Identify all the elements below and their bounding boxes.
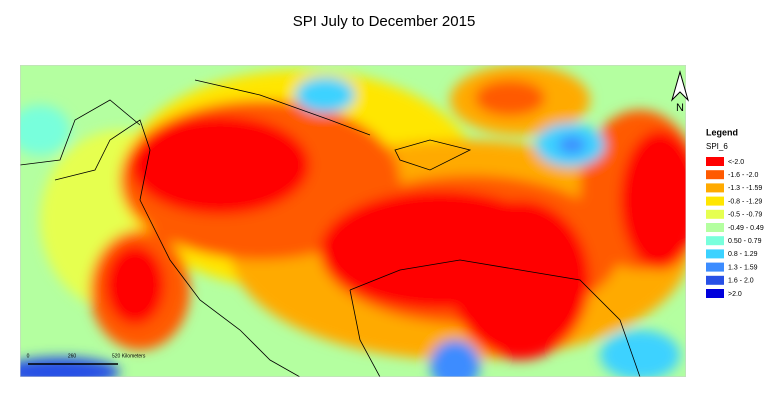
scale-label: 260	[68, 353, 77, 359]
legend-label: 1.3 - 1.59	[728, 264, 758, 271]
legend-swatch	[706, 196, 724, 206]
scale-bar: 0 260 520 Kilometers	[27, 353, 146, 365]
legend-heading: Legend	[706, 127, 738, 137]
map-title: SPI July to December 2015	[293, 13, 476, 30]
scale-label: 0	[27, 353, 30, 359]
legend-label: -0.5 - -0.79	[728, 212, 762, 219]
legend-label: >2.0	[728, 291, 742, 298]
legend-swatch	[706, 157, 724, 166]
legend-swatch	[706, 209, 724, 219]
legend-label: 0.50 - 0.79	[728, 238, 762, 245]
north-arrow: N	[670, 70, 690, 114]
spi-surface	[20, 65, 686, 377]
legend-swatch	[706, 289, 724, 298]
legend-swatch	[706, 275, 724, 285]
legend: Legend SPI_6 <-2.0 -1.6 - -2.0 -1.3 - -1.5…	[706, 127, 764, 298]
legend-label: -0.8 - -1.29	[728, 198, 762, 205]
legend-label: -1.6 - -2.0	[728, 172, 758, 179]
scale-label: 520 Kilometers	[112, 353, 146, 359]
legend-label: 0.8 - 1.29	[728, 251, 758, 258]
legend-label: 1.6 - 2.0	[728, 278, 754, 285]
legend-swatch	[706, 223, 724, 232]
legend-swatch	[706, 183, 724, 193]
legend-swatch	[706, 249, 724, 259]
legend-swatch	[706, 236, 724, 246]
north-label: N	[676, 102, 684, 114]
legend-field: SPI_6	[706, 142, 728, 151]
legend-label: <-2.0	[728, 159, 744, 166]
legend-swatch	[706, 262, 724, 272]
legend-label: -0.49 - 0.49	[728, 225, 764, 232]
legend-swatch	[706, 170, 724, 180]
legend-label: -1.3 - -1.59	[728, 185, 762, 192]
